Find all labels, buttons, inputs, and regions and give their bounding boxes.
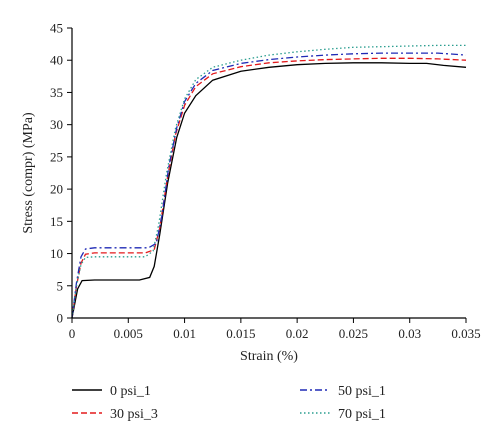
y-tick-label: 35	[50, 85, 63, 100]
y-tick-label: 20	[50, 182, 63, 197]
x-axis-title: Strain (%)	[240, 349, 298, 364]
legend-label: 30 psi_3	[110, 407, 158, 422]
series-line-2	[71, 57, 467, 319]
x-tick-label: 0	[69, 326, 76, 341]
x-tick-label: 0.01	[173, 326, 196, 341]
y-tick-label: 10	[50, 246, 63, 261]
legend-label: 50 psi_1	[338, 384, 386, 399]
x-tick-label: 0.02	[286, 326, 309, 341]
x-tick-label: 0.005	[114, 326, 143, 341]
y-tick-label: 5	[57, 278, 64, 293]
y-tick-label: 30	[50, 117, 63, 132]
series-line-3	[71, 52, 467, 319]
x-tick-label: 0.035	[451, 326, 480, 341]
legend: 0 psi_1 30 psi_3 50 psi_1 70 psi_1	[72, 384, 386, 422]
legend-label: 0 psi_1	[110, 384, 151, 399]
y-axis-title: Stress (compr) (MPa)	[21, 112, 36, 234]
y-tick-label: 25	[50, 149, 63, 164]
x-tick-label: 0.025	[339, 326, 368, 341]
y-tick-label: 15	[50, 214, 63, 229]
y-tick-label: 45	[50, 21, 63, 36]
legend-label: 70 psi_1	[338, 407, 386, 422]
x-tick-label: 0.015	[226, 326, 255, 341]
y-tick-label: 40	[50, 53, 63, 68]
series-line-4	[71, 44, 466, 319]
y-tick-label: 0	[57, 311, 64, 326]
series-lines	[71, 44, 467, 319]
x-tick-label: 0.03	[398, 326, 421, 341]
axes: 0 0.005 0.01 0.015 0.02 0.025 0.03 0.035 0 5 10 15 2…	[50, 21, 481, 342]
series-line-1	[71, 62, 467, 319]
